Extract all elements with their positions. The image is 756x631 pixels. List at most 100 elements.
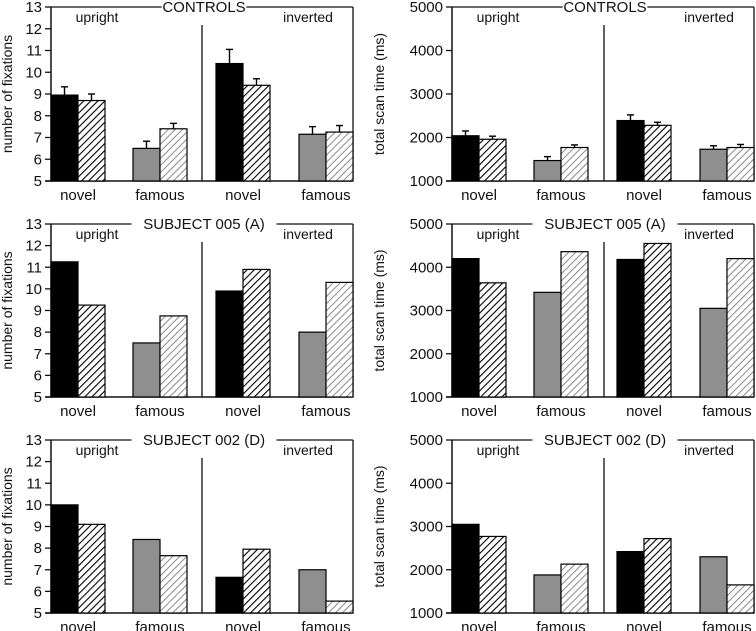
condition-label-inverted: inverted <box>283 442 333 458</box>
panel-title: SUBJECT 005 (A) <box>143 216 264 233</box>
x-category-label: novel <box>461 619 497 631</box>
bar-upright-famous-hatched <box>159 128 188 182</box>
condition-label-inverted: inverted <box>283 9 333 25</box>
y-tick-label: 5 <box>34 173 42 190</box>
x-category-label: famous <box>301 619 350 631</box>
y-tick-label: 6 <box>34 367 42 384</box>
y-axis-title: number of fixations <box>0 251 15 369</box>
y-tick-label: 9 <box>34 303 42 320</box>
y-axis-title: number of fixations <box>0 467 15 585</box>
bar-inverted-novel-hatched <box>242 84 271 182</box>
condition-label-inverted: inverted <box>283 226 333 242</box>
bar-upright-famous-solid <box>132 342 161 398</box>
y-tick-label: 4000 <box>410 475 443 492</box>
bar-upright-novel-solid <box>50 261 79 398</box>
bar-inverted-novel-hatched <box>242 548 271 614</box>
y-tick-label: 8 <box>34 324 42 341</box>
y-tick-label: 10 <box>25 281 42 298</box>
chart-panel-2: CONTROLS upright inverted 1000 2000 3000 4000 5… <box>371 0 755 204</box>
chart-panel-5: SUBJECT 002 (D) upright inverted 5 6 7 8 9 10 11 1… <box>0 432 354 631</box>
y-axis-title: total scan time (ms) <box>371 465 387 587</box>
bar-inverted-famous-solid <box>298 133 327 182</box>
bar-inverted-novel-hatched <box>643 124 672 182</box>
y-tick-label: 1000 <box>410 605 443 622</box>
panel-title: SUBJECT 002 (D) <box>143 432 265 449</box>
bar-upright-novel-hatched <box>77 99 106 182</box>
y-tick-label: 6 <box>34 583 42 600</box>
condition-label-inverted: inverted <box>684 226 734 242</box>
y-tick-label: 10 <box>25 497 42 514</box>
y-tick-label: 13 <box>25 216 42 233</box>
bar-inverted-novel-solid <box>215 576 244 614</box>
y-tick-label: 5000 <box>410 432 443 449</box>
y-tick-label: 2000 <box>410 562 443 579</box>
y-tick-label: 9 <box>34 519 42 536</box>
x-category-label: novel <box>60 403 96 420</box>
bar-inverted-novel-hatched <box>643 538 672 614</box>
bar-inverted-novel-solid <box>616 258 645 398</box>
y-tick-label: 3000 <box>410 86 443 103</box>
y-axis-title: total scan time (ms) <box>371 249 387 371</box>
bar-upright-novel-solid <box>451 135 480 182</box>
x-category-label: novel <box>626 403 662 420</box>
x-category-label: famous <box>135 619 184 631</box>
x-category-label: novel <box>626 619 662 631</box>
bar-upright-novel-solid <box>451 258 480 398</box>
condition-label-inverted: inverted <box>684 9 734 25</box>
x-category-label: novel <box>461 403 497 420</box>
y-tick-label: 3000 <box>410 303 443 320</box>
panel-title: CONTROLS <box>563 0 646 16</box>
condition-label-upright: upright <box>76 9 119 25</box>
condition-label-upright: upright <box>477 226 520 242</box>
y-tick-label: 7 <box>34 346 42 363</box>
y-tick-label: 6 <box>34 151 42 168</box>
bar-inverted-novel-hatched <box>643 242 672 398</box>
bar-inverted-novel-solid <box>215 62 244 182</box>
x-category-label: novel <box>225 619 261 631</box>
y-tick-label: 11 <box>26 475 42 492</box>
panel-title: SUBJECT 005 (A) <box>544 216 665 233</box>
x-category-label: novel <box>461 187 497 204</box>
x-category-label: famous <box>536 619 585 631</box>
bar-upright-famous-solid <box>533 159 562 182</box>
bar-inverted-famous-solid <box>298 569 327 614</box>
x-category-label: novel <box>60 187 96 204</box>
y-tick-label: 13 <box>25 0 42 16</box>
chart-panel-6: SUBJECT 002 (D) upright inverted 1000 2000 30… <box>371 432 755 631</box>
y-tick-label: 5000 <box>410 0 443 16</box>
bar-inverted-famous-solid <box>699 148 728 182</box>
bar-upright-novel-hatched <box>77 304 106 398</box>
condition-label-upright: upright <box>76 442 119 458</box>
y-tick-label: 1000 <box>410 173 443 190</box>
bar-upright-novel-hatched <box>478 535 507 614</box>
y-tick-label: 11 <box>26 259 42 276</box>
x-category-label: novel <box>60 619 96 631</box>
bar-upright-novel-hatched <box>478 138 507 182</box>
y-tick-label: 2000 <box>410 130 443 147</box>
panel-title: SUBJECT 002 (D) <box>544 432 666 449</box>
y-axis-title: total scan time (ms) <box>371 33 387 155</box>
x-category-label: famous <box>536 187 585 204</box>
panel-title: CONTROLS <box>162 0 245 16</box>
condition-label-upright: upright <box>477 9 520 25</box>
bar-inverted-famous-hatched <box>325 281 354 398</box>
y-tick-label: 8 <box>34 540 42 557</box>
bar-upright-famous-solid <box>533 574 562 614</box>
chart-panel-4: SUBJECT 005 (A) upright inverted 1000 2000 30… <box>371 216 755 420</box>
x-category-label: famous <box>536 403 585 420</box>
y-tick-label: 2000 <box>410 346 443 363</box>
bar-upright-novel-solid <box>50 504 79 614</box>
bar-inverted-novel-solid <box>616 550 645 614</box>
bar-inverted-novel-solid <box>215 290 244 398</box>
y-tick-label: 1000 <box>410 389 443 406</box>
bar-upright-famous-hatched <box>560 563 589 614</box>
bar-upright-famous-hatched <box>560 251 589 398</box>
x-category-label: novel <box>626 187 662 204</box>
bar-inverted-famous-hatched <box>726 584 755 614</box>
y-tick-label: 5 <box>34 389 42 406</box>
y-tick-label: 11 <box>26 43 42 60</box>
bar-upright-famous-solid <box>132 538 161 614</box>
bar-inverted-famous-hatched <box>325 131 354 182</box>
bar-inverted-famous-solid <box>298 331 327 398</box>
